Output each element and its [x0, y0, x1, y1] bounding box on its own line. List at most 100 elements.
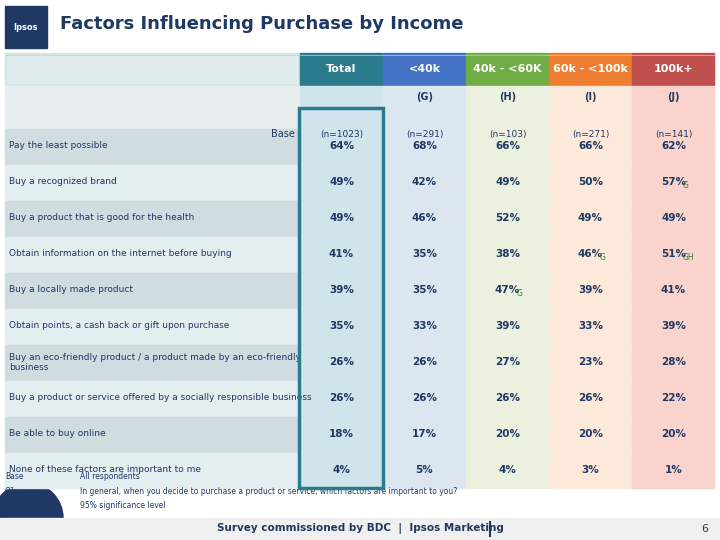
Text: 26%: 26%: [329, 357, 354, 367]
Bar: [549, 309, 631, 344]
Text: 39%: 39%: [661, 321, 686, 331]
Bar: [632, 309, 714, 344]
Bar: [466, 237, 548, 272]
Bar: [549, 273, 631, 308]
Bar: [549, 201, 631, 236]
Text: 57%: 57%: [661, 177, 686, 187]
Bar: [0, 518, 720, 540]
Text: 35%: 35%: [412, 249, 437, 259]
Text: 35%: 35%: [329, 321, 354, 331]
Text: Pay the least possible: Pay the least possible: [9, 141, 107, 151]
Bar: [5, 53, 299, 85]
Text: (G): (G): [416, 92, 433, 103]
Text: 26%: 26%: [412, 357, 437, 367]
Bar: [549, 53, 631, 85]
Bar: [300, 165, 382, 200]
Text: G: G: [600, 253, 606, 261]
Bar: [466, 86, 548, 108]
Bar: [300, 417, 382, 452]
Text: Factors Influencing Purchase by Income: Factors Influencing Purchase by Income: [60, 15, 464, 33]
Bar: [383, 53, 465, 85]
Text: 49%: 49%: [329, 177, 354, 187]
Text: 26%: 26%: [412, 393, 437, 403]
Bar: [300, 381, 382, 416]
Text: Buy a product or service offered by a socially responsible business: Buy a product or service offered by a so…: [9, 394, 312, 402]
Text: 4%: 4%: [498, 465, 516, 475]
Text: Obtain points, a cash back or gift upon purchase: Obtain points, a cash back or gift upon …: [9, 321, 230, 330]
Text: 1%: 1%: [665, 465, 683, 475]
Bar: [300, 129, 382, 164]
Text: 20%: 20%: [661, 429, 686, 439]
Bar: [300, 453, 382, 488]
Bar: [300, 108, 382, 160]
Bar: [383, 201, 465, 236]
Bar: [383, 237, 465, 272]
Text: (J): (J): [667, 92, 680, 103]
Bar: [466, 201, 548, 236]
Bar: [549, 417, 631, 452]
Bar: [5, 273, 299, 308]
Bar: [383, 108, 465, 160]
Bar: [466, 129, 548, 164]
Bar: [300, 86, 382, 108]
Bar: [466, 345, 548, 380]
Bar: [299, 108, 383, 488]
Bar: [5, 453, 299, 488]
Text: 42%: 42%: [412, 177, 437, 187]
Bar: [632, 417, 714, 452]
Text: 100k+: 100k+: [654, 64, 693, 74]
Text: 41%: 41%: [329, 249, 354, 259]
Bar: [466, 273, 548, 308]
Text: 17%: 17%: [412, 429, 437, 439]
Bar: [632, 201, 714, 236]
Bar: [5, 129, 299, 164]
Text: Buy a product that is good for the health: Buy a product that is good for the healt…: [9, 213, 194, 222]
Text: 27%: 27%: [495, 357, 520, 367]
Bar: [5, 201, 299, 236]
Bar: [5, 165, 299, 200]
Text: 39%: 39%: [329, 285, 354, 295]
Text: business: business: [9, 363, 48, 373]
Text: (n=1023): (n=1023): [320, 130, 363, 138]
Text: 22%: 22%: [661, 393, 686, 403]
Text: Obtain information on the internet before buying: Obtain information on the internet befor…: [9, 249, 232, 259]
Text: None of these factors are important to me: None of these factors are important to m…: [9, 465, 201, 475]
Bar: [632, 86, 714, 108]
Text: 52%: 52%: [495, 213, 520, 223]
Text: 51%: 51%: [661, 249, 686, 259]
Bar: [5, 381, 299, 416]
Bar: [300, 53, 382, 85]
Bar: [5, 86, 299, 108]
Text: (n=291): (n=291): [406, 130, 444, 138]
Text: Total: Total: [326, 64, 356, 74]
Text: G: G: [516, 288, 523, 298]
Bar: [632, 165, 714, 200]
Bar: [0, 0, 720, 50]
Bar: [549, 165, 631, 200]
Bar: [300, 345, 382, 380]
Text: G: G: [683, 180, 688, 190]
Text: 4%: 4%: [333, 465, 351, 475]
Text: 39%: 39%: [578, 285, 603, 295]
Text: 46%: 46%: [412, 213, 437, 223]
Bar: [466, 417, 548, 452]
Text: 60k - <100k: 60k - <100k: [553, 64, 628, 74]
Text: (I): (I): [584, 92, 597, 103]
Bar: [5, 345, 299, 380]
Bar: [383, 165, 465, 200]
Text: 33%: 33%: [578, 321, 603, 331]
Text: 47%: 47%: [495, 285, 520, 295]
Text: Buy a locally made product: Buy a locally made product: [9, 286, 133, 294]
Text: 49%: 49%: [661, 213, 686, 223]
Text: (n=271): (n=271): [572, 130, 609, 138]
Bar: [549, 453, 631, 488]
Bar: [466, 381, 548, 416]
Bar: [466, 165, 548, 200]
Bar: [549, 237, 631, 272]
Bar: [632, 129, 714, 164]
Text: 66%: 66%: [578, 141, 603, 151]
Text: 5%: 5%: [415, 465, 433, 475]
Bar: [383, 273, 465, 308]
Bar: [383, 417, 465, 452]
Bar: [5, 309, 299, 344]
